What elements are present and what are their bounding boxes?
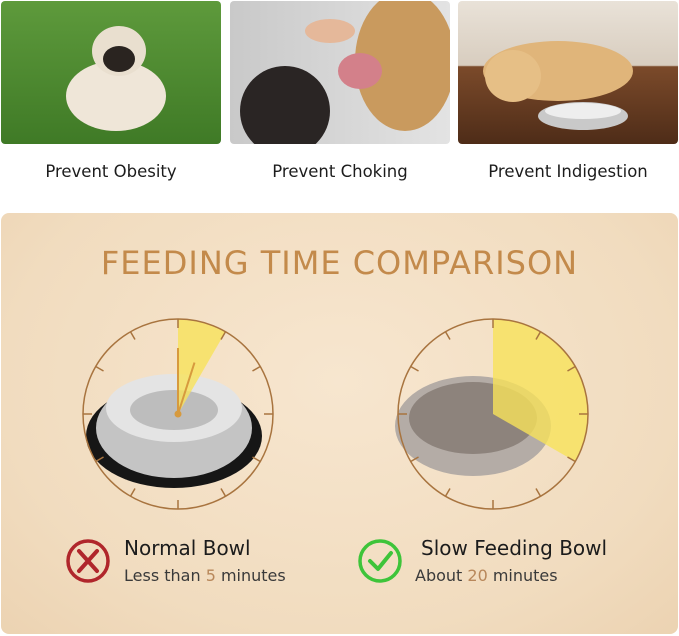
slow-bowl-clock [395,318,589,510]
clock-tick [129,488,136,497]
clock-tick [252,456,261,463]
time-value: 5 [205,566,216,585]
clock-tick [567,456,576,463]
time-suffix: minutes [487,566,558,585]
clock-tick [444,331,451,340]
bowl-bottom [130,390,218,430]
pug-photo [1,1,221,144]
dog-choking-photo [230,1,450,144]
pug-image [66,26,166,131]
time-wedge [493,319,588,462]
benefit-label: Prevent Choking [272,162,408,181]
benefit-label: Prevent Indigestion [488,162,648,181]
time-wedge [178,319,226,414]
normal-bowl-clock [82,318,274,510]
benefit-label: Prevent Obesity [45,162,177,181]
time-prefix: Less than [124,566,206,585]
clock-tick [95,456,104,463]
clock-tick [535,488,542,497]
golden-dog-image [240,1,450,144]
clock-tick [410,365,419,372]
clock-tick [95,365,104,372]
clock-tick [444,488,451,497]
clock-tick [535,331,542,340]
slow-bowl-label: Slow Feeding Bowl [421,536,608,560]
x-circle-icon [66,539,110,583]
normal-bowl-label: Normal Bowl [124,536,251,560]
comparison-title: FEEDING TIME COMPARISON [100,244,579,282]
clock-tick [252,365,261,372]
dog-lying-photo [458,1,678,144]
clock-tick [220,331,227,340]
clock-tick [129,331,136,340]
labrador-image [483,41,633,130]
time-suffix: minutes [215,566,286,585]
clock-hand [177,362,196,415]
clock-tick [567,365,576,372]
clock-tick [220,488,227,497]
time-value: 20 [467,566,488,585]
normal-bowl-time: Less than 5 minutes [124,566,286,585]
check-circle-icon [358,539,402,583]
time-prefix: About [415,566,468,585]
clock-tick [410,456,419,463]
clock-center [174,410,182,418]
slow-bowl-time: About 20 minutes [415,566,558,585]
